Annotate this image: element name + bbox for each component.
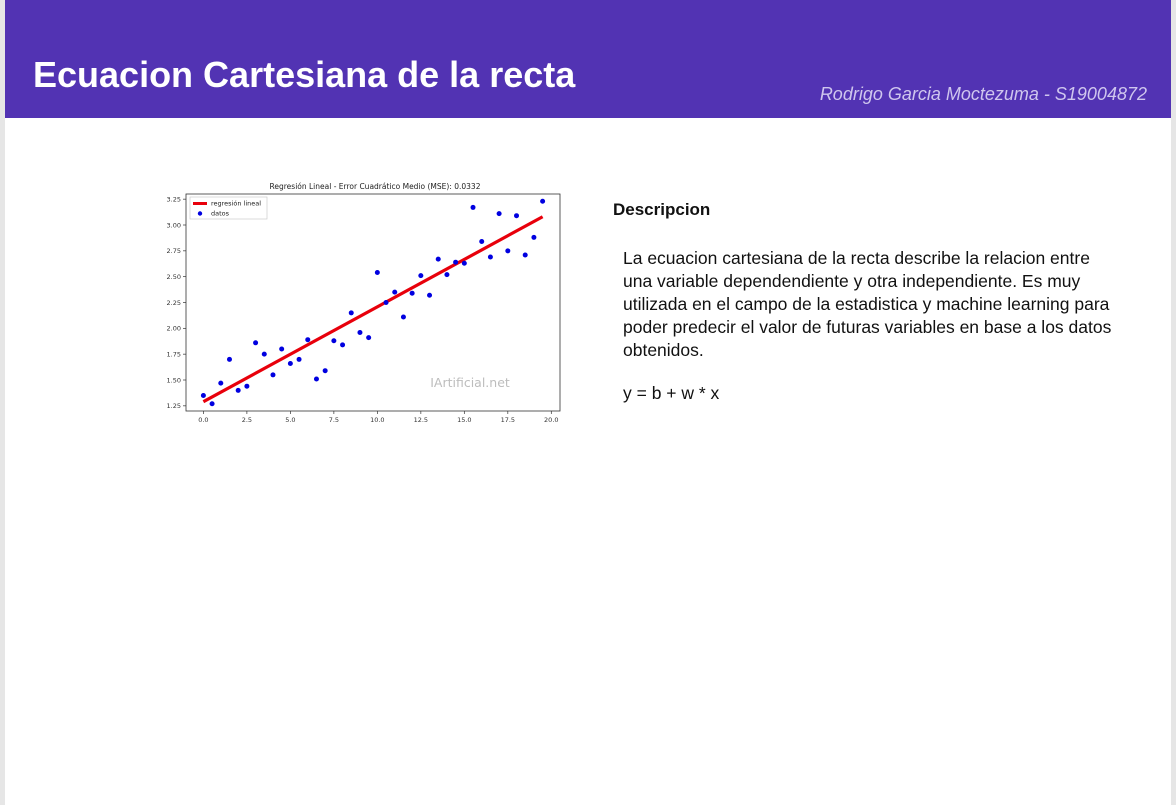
data-point bbox=[235, 387, 241, 393]
x-tick-label: 2.5 bbox=[242, 416, 252, 424]
x-tick-label: 7.5 bbox=[329, 416, 339, 424]
y-tick-label: 1.50 bbox=[167, 376, 181, 384]
slide: Ecuacion Cartesiana de la recta Rodrigo … bbox=[5, 0, 1171, 805]
data-point bbox=[340, 342, 346, 348]
data-point bbox=[427, 292, 433, 298]
data-point bbox=[392, 289, 398, 295]
data-point bbox=[487, 254, 493, 260]
legend-label-line: regresión lineal bbox=[211, 200, 261, 208]
data-point bbox=[366, 335, 372, 341]
x-tick-label: 15.0 bbox=[457, 416, 471, 424]
data-point bbox=[287, 360, 293, 366]
data-point bbox=[470, 204, 476, 210]
data-point bbox=[522, 252, 528, 258]
y-tick-label: 2.75 bbox=[167, 247, 181, 255]
data-point bbox=[444, 272, 450, 278]
x-tick-label: 17.5 bbox=[501, 416, 515, 424]
data-point bbox=[409, 290, 415, 296]
data-point bbox=[226, 356, 232, 362]
slide-header: Ecuacion Cartesiana de la recta Rodrigo … bbox=[5, 0, 1171, 118]
author-caption: Rodrigo Garcia Moctezuma - S19004872 bbox=[819, 84, 1147, 104]
legend-box bbox=[189, 196, 268, 220]
data-point bbox=[540, 198, 546, 204]
data-point bbox=[479, 239, 485, 245]
y-tick-label: 2.50 bbox=[167, 273, 181, 281]
data-point bbox=[453, 259, 459, 265]
chart-title: Regresión Lineal - Error Cuadrático Medi… bbox=[270, 182, 481, 191]
data-point bbox=[348, 310, 354, 316]
data-point bbox=[496, 211, 502, 217]
data-point bbox=[435, 256, 441, 262]
x-tick-label: 12.5 bbox=[414, 416, 428, 424]
data-point bbox=[200, 393, 206, 398]
slide-title: Ecuacion Cartesiana de la recta bbox=[33, 54, 576, 95]
data-point bbox=[331, 338, 337, 344]
data-point bbox=[209, 401, 215, 407]
formula-text: y = b + w * x bbox=[623, 383, 720, 403]
legend-label-points: datos bbox=[211, 210, 230, 218]
y-tick-label: 1.75 bbox=[167, 350, 181, 358]
x-tick-label: 0.0 bbox=[198, 416, 208, 424]
chart-legend: regresión lineal datos bbox=[189, 196, 268, 220]
data-point bbox=[322, 368, 328, 374]
data-point bbox=[279, 346, 285, 352]
x-tick-label: 10.0 bbox=[370, 416, 384, 424]
data-point bbox=[461, 260, 467, 266]
data-point bbox=[374, 270, 380, 276]
data-point bbox=[418, 273, 424, 279]
data-point bbox=[357, 329, 363, 335]
data-point bbox=[531, 234, 537, 240]
regression-line bbox=[202, 215, 544, 404]
x-tick-label: 5.0 bbox=[285, 416, 295, 424]
data-point bbox=[218, 380, 224, 386]
data-point bbox=[244, 383, 250, 389]
data-point bbox=[514, 213, 520, 219]
data-point bbox=[313, 376, 319, 382]
y-tick-label: 2.00 bbox=[167, 325, 181, 333]
y-tick-label: 2.25 bbox=[167, 299, 181, 307]
y-tick-label: 1.25 bbox=[167, 402, 181, 410]
watermark: IArtificial.net bbox=[430, 375, 510, 390]
data-point bbox=[383, 300, 389, 305]
regression-chart: Regresión Lineal - Error Cuadrático Medi… bbox=[145, 177, 575, 427]
data-point bbox=[505, 248, 511, 254]
data-point bbox=[270, 372, 276, 378]
chart-svg: Regresión Lineal - Error Cuadrático Medi… bbox=[167, 182, 561, 424]
data-point bbox=[305, 337, 311, 343]
description-body: La ecuacion cartesiana de la recta descr… bbox=[623, 248, 1112, 360]
x-tick-label: 20.0 bbox=[544, 416, 558, 424]
data-point bbox=[253, 340, 259, 346]
data-point bbox=[400, 314, 406, 320]
y-tick-label: 3.00 bbox=[167, 221, 181, 229]
data-point bbox=[261, 351, 267, 357]
data-point bbox=[296, 356, 302, 362]
y-tick-label: 3.25 bbox=[167, 195, 181, 203]
description-heading: Descripcion bbox=[613, 200, 711, 219]
legend-point-swatch bbox=[197, 211, 203, 216]
